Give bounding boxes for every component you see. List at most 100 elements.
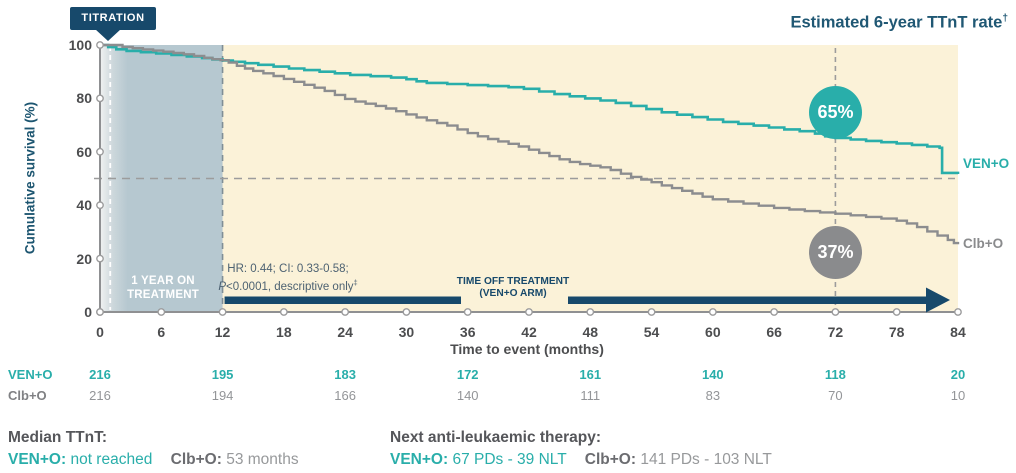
risk-count-veno: 195 [211, 367, 234, 382]
y-tick-label: 60 [76, 143, 92, 160]
x-tick-marker [218, 308, 227, 316]
curve-label-ven-o: VEN+O [963, 156, 1010, 171]
titration-badge-pointer [95, 29, 121, 41]
hr-p-value: <0.0001, descriptive only [225, 280, 354, 293]
risk-count-veno: 140 [701, 367, 724, 382]
risk-count-veno: 172 [456, 367, 479, 382]
estimate-title: Estimated 6-year TTnT rate† [790, 13, 1008, 33]
risk-count-veno: 216 [89, 367, 111, 382]
titration-badge: TITRATION [70, 7, 156, 30]
y-tick-label: 80 [76, 90, 92, 107]
rate-badge-clb: 37% [809, 226, 862, 279]
risk-count-clbo: 216 [89, 388, 111, 403]
median-clb-label: Clb+O: [170, 451, 222, 468]
x-tick-marker [463, 308, 472, 316]
x-tick-marker [525, 308, 533, 316]
risk-count-clbo: 10 [950, 388, 966, 403]
nlt-ven-label: VEN+O: [390, 451, 449, 468]
x-tick-label: 12 [214, 324, 231, 340]
x-tick-marker [831, 308, 840, 316]
risk-count-clbo: 70 [828, 388, 843, 403]
y-tick-marker [96, 201, 104, 210]
y-tick-label: 100 [68, 37, 92, 53]
nlt-clb-label: Clb+O: [584, 451, 637, 468]
x-tick-label: 60 [705, 324, 721, 340]
titration-shaded-region [101, 45, 223, 312]
estimate-title-text: Estimated 6-year TTnT rate [790, 13, 1003, 32]
x-tick-marker [279, 308, 288, 316]
x-tick-marker [157, 308, 166, 316]
x-tick-label: 78 [888, 324, 905, 340]
risk-count-clbo: 166 [334, 388, 356, 403]
hr-annotation: HR: 0.44; CI: 0.33-0.58; P<0.0001, descr… [178, 263, 398, 294]
median-ttnt-heading: Median TTnT: [8, 429, 108, 446]
time-off-line1: TIME OFF TREATMENT [456, 275, 570, 287]
x-tick-label: 84 [950, 324, 966, 340]
risk-count-clbo: 111 [580, 388, 601, 403]
y-tick-label: 40 [76, 197, 92, 214]
y-axis-title: Cumulative survival (%) [22, 101, 38, 255]
risk-count-veno: 20 [950, 367, 966, 382]
x-tick-marker [341, 308, 350, 316]
x-axis-title: Time to event (months) [450, 341, 604, 357]
risk-count-veno: 161 [579, 367, 602, 382]
estimate-title-dagger: † [1002, 13, 1008, 24]
one-year-line2: TREATMENT [127, 288, 199, 301]
curve-label-clb-o: Clb+O [963, 236, 1004, 251]
x-tick-label: 6 [157, 324, 166, 340]
median-clb-value: 53 months [226, 451, 299, 468]
x-tick-label: 48 [582, 324, 599, 340]
y-tick-marker [96, 308, 104, 316]
x-tick-marker [586, 308, 595, 316]
hr-double-dagger: ‡ [353, 278, 358, 287]
clb-o-curve [100, 43, 960, 245]
median-ttnt-note: Median TTnT: VEN+O: not reached Clb+O: 5… [8, 429, 299, 469]
time-off-arrow-segment-left [224, 296, 461, 304]
time-off-arrow-head [926, 287, 950, 313]
next-therapy-heading: Next anti-leukaemic therapy: [390, 429, 602, 446]
next-therapy-note: Next anti-leukaemic therapy: VEN+O: 67 P… [390, 429, 772, 469]
y-tick-label: 20 [76, 250, 92, 267]
median-ven-value: not reached [70, 451, 153, 468]
x-tick-label: 30 [398, 324, 415, 340]
hr-annotation-line1: HR: 0.44; CI: 0.33-0.58; [227, 263, 349, 275]
rate-badge-ven: 65% [809, 86, 862, 139]
risk-row-label-clb: Clb+O [8, 388, 47, 403]
next-therapy-values: VEN+O: 67 PDs - 39 NLT Clb+O: 141 PDs - … [390, 451, 772, 469]
x-tick-label: 42 [521, 324, 537, 340]
x-tick-label: 72 [827, 324, 844, 340]
x-tick-marker [770, 308, 779, 316]
y-tick-label: 0 [84, 304, 92, 320]
x-tick-marker [647, 308, 656, 316]
y-tick-marker [96, 41, 104, 49]
risk-count-clbo: 83 [705, 388, 721, 403]
x-tick-label: 66 [766, 324, 782, 340]
x-tick-label: 18 [276, 324, 292, 340]
x-tick-marker [954, 308, 962, 316]
one-year-line1: 1 YEAR ON [131, 275, 195, 287]
risk-count-veno: 118 [824, 367, 846, 382]
x-tick-marker [402, 308, 411, 316]
risk-row-label-ven: VEN+O [8, 367, 53, 382]
median-ttnt-values: VEN+O: not reached Clb+O: 53 months [8, 451, 299, 469]
time-off-arrow-segment-right [568, 296, 926, 304]
y-tick-marker [96, 147, 104, 156]
nlt-clb-value: 141 PDs - 103 NLT [640, 451, 772, 468]
risk-count-veno: 183 [334, 367, 356, 382]
nlt-ven-value: 67 PDs - 39 NLT [452, 451, 567, 468]
x-tick-label: 24 [337, 324, 353, 340]
hr-annotation-line2: P<0.0001, descriptive only‡ [178, 276, 398, 294]
risk-count-clbo: 140 [456, 388, 479, 403]
y-tick-marker [96, 94, 104, 103]
x-tick-marker [708, 308, 717, 316]
time-off-line2: (VEN+O ARM) [479, 286, 547, 299]
time-off-treatment-label: TIME OFF TREATMENT (VEN+O ARM) [431, 275, 596, 299]
x-tick-label: 36 [459, 324, 476, 340]
x-tick-label: 54 [643, 324, 660, 340]
titration-label: TITRATION [81, 12, 145, 24]
hr-p-symbol: P [218, 280, 226, 293]
median-ven-label: VEN+O: [8, 451, 67, 468]
y-tick-marker [96, 254, 104, 263]
